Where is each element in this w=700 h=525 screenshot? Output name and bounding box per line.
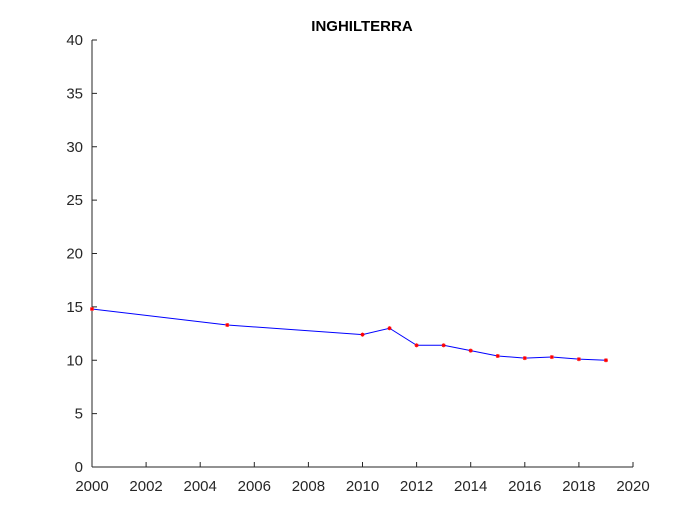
data-point <box>441 343 446 348</box>
x-tick-label: 2020 <box>616 478 649 495</box>
x-tick-label: 2010 <box>346 478 379 495</box>
data-point <box>603 358 608 363</box>
data-point <box>360 332 365 337</box>
marker-stroke <box>90 307 94 311</box>
x-tick-label: 2016 <box>508 478 541 495</box>
x-tick-label: 2014 <box>454 478 487 495</box>
y-tick-label: 20 <box>66 246 83 263</box>
x-tick-label: 2000 <box>75 478 108 495</box>
data-point <box>576 357 581 362</box>
data-point <box>225 323 230 328</box>
marker-stroke <box>577 357 581 362</box>
plot-area <box>90 307 608 363</box>
marker-stroke <box>360 332 365 337</box>
data-point <box>495 353 500 358</box>
marker-stroke <box>387 326 392 331</box>
y-tick-label: 25 <box>66 192 83 209</box>
marker-stroke <box>468 348 473 353</box>
marker-stroke <box>441 343 446 348</box>
data-point <box>549 355 554 360</box>
x-tick-label: 2018 <box>562 478 595 495</box>
y-tick-label: 10 <box>66 352 83 369</box>
x-tick-label: 2012 <box>400 478 433 495</box>
marker-stroke <box>495 354 500 358</box>
series-line <box>91 308 606 361</box>
y-tick-label: 35 <box>66 85 83 102</box>
y-tick-label: 15 <box>66 299 83 316</box>
marker-stroke <box>549 355 554 359</box>
chart-title: INGHILTERRA <box>311 18 413 35</box>
data-point <box>90 307 94 312</box>
x-tick-label: 2008 <box>292 478 325 495</box>
data-point <box>522 356 527 361</box>
y-tick-label: 5 <box>75 406 83 423</box>
marker-stroke <box>522 356 527 360</box>
y-tick-label: 0 <box>75 459 83 476</box>
y-tick-label: 40 <box>66 32 83 49</box>
x-tick-label: 2002 <box>129 478 162 495</box>
marker-stroke <box>604 358 608 363</box>
data-point <box>414 343 419 348</box>
data-point <box>387 326 392 331</box>
data-point <box>468 348 473 353</box>
y-tick-label: 30 <box>66 139 83 156</box>
marker-stroke <box>225 323 230 327</box>
marker-stroke <box>414 343 419 348</box>
x-tick-label: 2004 <box>184 478 217 495</box>
x-tick-label: 2006 <box>238 478 271 495</box>
axes: 2000 2002 2004 2006 2008 2010 2012 2014 2016 2018… <box>66 32 649 495</box>
